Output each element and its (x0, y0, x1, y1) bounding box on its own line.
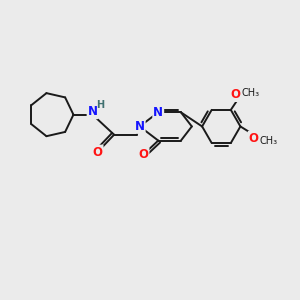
Text: CH₃: CH₃ (241, 88, 259, 98)
Text: O: O (93, 146, 103, 159)
Text: H: H (96, 100, 104, 110)
Text: O: O (139, 148, 148, 161)
Text: N: N (153, 106, 163, 119)
Text: N: N (135, 120, 145, 133)
Text: O: O (249, 132, 259, 145)
Text: CH₃: CH₃ (259, 136, 278, 146)
Text: N: N (88, 105, 98, 118)
Text: O: O (230, 88, 240, 101)
